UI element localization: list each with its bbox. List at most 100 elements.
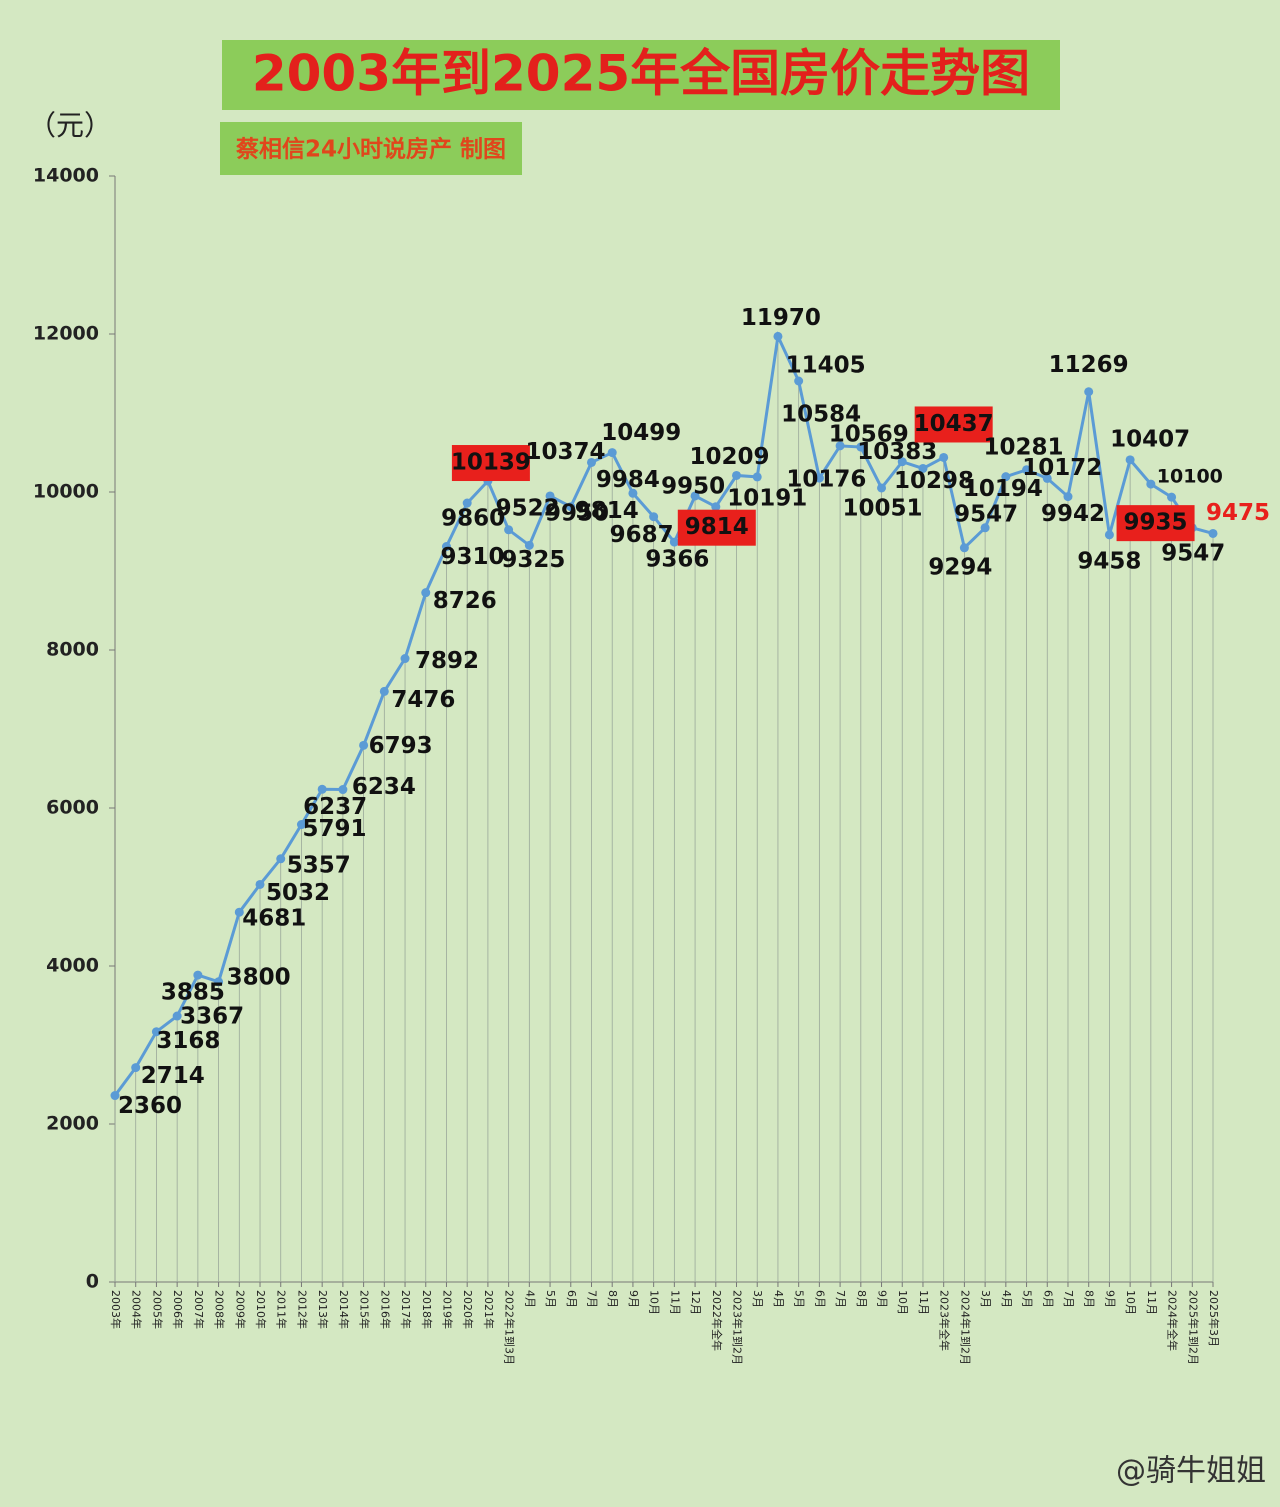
x-tick-label: 10月 bbox=[1124, 1290, 1137, 1315]
data-label: 3168 bbox=[156, 1028, 220, 1054]
x-tick-label: 2008年 bbox=[213, 1290, 227, 1329]
data-label: 9458 bbox=[1077, 548, 1141, 574]
data-label: 9687 bbox=[610, 522, 674, 548]
x-tick-label: 10月 bbox=[896, 1290, 909, 1315]
label-highlight-box bbox=[914, 406, 993, 443]
data-label: 10100 bbox=[1157, 466, 1223, 488]
data-label: 9522 bbox=[496, 495, 560, 521]
data-label: 10139 bbox=[451, 450, 531, 476]
data-point bbox=[1001, 472, 1011, 482]
x-tick-label: 11月 bbox=[668, 1290, 681, 1315]
data-label: 10281 bbox=[984, 434, 1064, 460]
x-tick-label: 2020年 bbox=[461, 1290, 475, 1329]
data-point bbox=[296, 820, 306, 830]
x-tick-label: 7月 bbox=[585, 1290, 598, 1308]
x-tick-label: 9月 bbox=[876, 1290, 889, 1308]
data-label: 9860 bbox=[441, 506, 505, 532]
title-box bbox=[222, 40, 1060, 110]
data-label: 10383 bbox=[857, 439, 937, 465]
x-tick-label: 2024年1到2月 bbox=[958, 1290, 972, 1365]
x-tick-label: 2019年 bbox=[440, 1290, 454, 1329]
data-point bbox=[607, 448, 617, 458]
x-tick-label: 2024年全年 bbox=[1166, 1290, 1180, 1351]
data-point bbox=[1104, 530, 1114, 540]
data-label: 9475 bbox=[1206, 500, 1270, 526]
data-point bbox=[939, 452, 949, 462]
data-label: 9366 bbox=[645, 547, 709, 573]
x-tick-label: 2003年 bbox=[109, 1290, 123, 1329]
data-point bbox=[918, 463, 928, 473]
data-point bbox=[1208, 528, 1218, 538]
y-tick-label: 12000 bbox=[33, 323, 99, 345]
data-label: 11405 bbox=[786, 353, 866, 379]
x-tick-label: 9月 bbox=[627, 1290, 640, 1308]
data-label: 10298 bbox=[894, 468, 974, 494]
y-tick-label: 8000 bbox=[46, 639, 99, 661]
data-label: 9814 bbox=[685, 514, 749, 540]
data-point bbox=[1084, 387, 1094, 397]
x-tick-label: 5月 bbox=[544, 1290, 557, 1308]
x-tick-label: 8月 bbox=[606, 1290, 619, 1308]
data-label: 9547 bbox=[1161, 540, 1225, 566]
data-point bbox=[1125, 455, 1135, 465]
data-label: 10051 bbox=[843, 495, 923, 521]
chart-title: 2003年到2025年全国房价走势图 bbox=[252, 45, 1030, 103]
data-label: 3800 bbox=[227, 964, 291, 990]
data-label: 10374 bbox=[525, 439, 605, 465]
data-point bbox=[441, 542, 451, 552]
data-point bbox=[586, 457, 596, 467]
x-tick-label: 5月 bbox=[1021, 1290, 1034, 1308]
data-label: 11269 bbox=[1049, 352, 1129, 378]
data-point bbox=[462, 498, 472, 508]
data-point bbox=[338, 785, 348, 795]
x-tick-label: 2023年1到2月 bbox=[731, 1290, 745, 1365]
data-point bbox=[752, 472, 762, 482]
data-point bbox=[151, 1027, 161, 1037]
data-label: 11970 bbox=[741, 305, 821, 331]
data-point bbox=[110, 1091, 120, 1101]
data-point bbox=[504, 525, 514, 535]
x-tick-label: 2006年 bbox=[171, 1290, 185, 1329]
x-tick-label: 2023年全年 bbox=[938, 1290, 952, 1351]
data-point bbox=[379, 686, 389, 696]
data-label: 9942 bbox=[1041, 501, 1105, 527]
data-label: 2360 bbox=[118, 1093, 182, 1119]
data-label: 9547 bbox=[954, 501, 1018, 527]
x-tick-label: 2022年全年 bbox=[710, 1290, 724, 1351]
x-tick-label: 2014年 bbox=[337, 1290, 351, 1329]
data-point bbox=[649, 512, 659, 522]
data-point bbox=[669, 537, 679, 547]
data-point bbox=[545, 491, 555, 501]
x-tick-label: 2015年 bbox=[358, 1290, 372, 1329]
data-point bbox=[877, 483, 887, 493]
data-point bbox=[897, 457, 907, 467]
x-tick-label: 2013年 bbox=[316, 1290, 330, 1329]
data-label: 10209 bbox=[689, 444, 769, 470]
data-label: 10499 bbox=[601, 420, 681, 446]
data-point bbox=[1146, 479, 1156, 489]
x-tick-label: 11月 bbox=[917, 1290, 930, 1315]
x-tick-label: 2021年 bbox=[482, 1290, 496, 1329]
data-label: 7892 bbox=[415, 648, 479, 674]
x-tick-label: 3月 bbox=[979, 1290, 992, 1308]
data-point bbox=[172, 1011, 182, 1021]
x-tick-label: 2012年 bbox=[295, 1290, 309, 1329]
data-label: 9935 bbox=[1124, 510, 1188, 536]
data-label: 10437 bbox=[914, 411, 994, 437]
y-tick-label: 0 bbox=[86, 1271, 99, 1293]
x-tick-label: 2025年1到2月 bbox=[1186, 1290, 1200, 1365]
x-tick-label: 2004年 bbox=[130, 1290, 144, 1329]
label-highlight-box bbox=[677, 509, 756, 546]
x-tick-label: 2010年 bbox=[254, 1290, 268, 1329]
data-point bbox=[1022, 465, 1032, 475]
data-label: 3367 bbox=[180, 1004, 244, 1030]
subtitle-box bbox=[220, 122, 522, 175]
data-point bbox=[856, 442, 866, 452]
data-label: 10194 bbox=[963, 476, 1043, 502]
data-point bbox=[690, 491, 700, 501]
data-label: 9294 bbox=[928, 554, 992, 580]
data-label: 3885 bbox=[161, 980, 225, 1006]
data-label: 5357 bbox=[287, 852, 351, 878]
x-tick-label: 2025年3月 bbox=[1207, 1290, 1221, 1347]
